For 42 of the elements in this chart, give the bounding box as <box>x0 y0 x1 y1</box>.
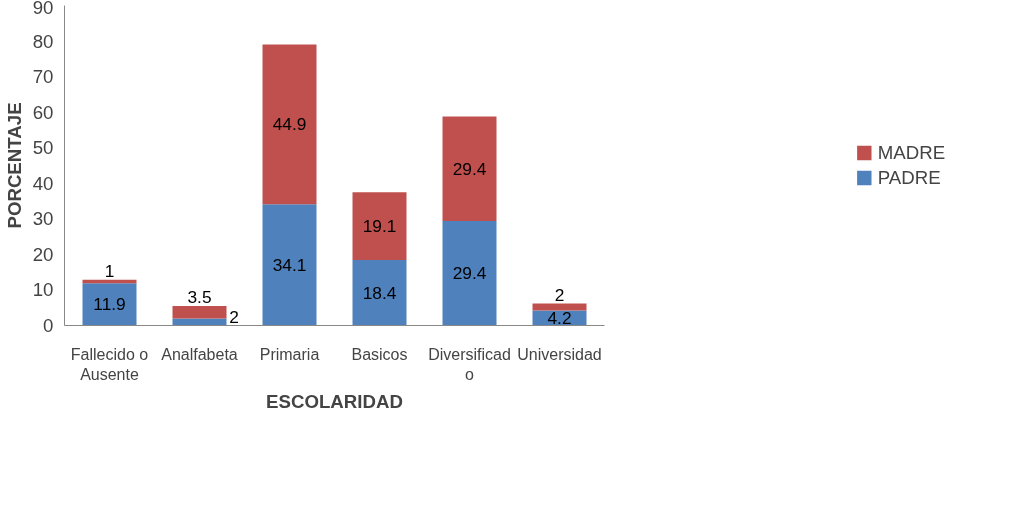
x-tick-label: Universidad <box>517 345 602 363</box>
x-tick-label: Fallecido o Ausente <box>70 345 149 383</box>
y-tick-label: 80 <box>32 30 54 52</box>
data-label: 34.1 <box>272 254 307 275</box>
data-label: 29.4 <box>452 263 487 284</box>
bar <box>352 260 407 326</box>
bar <box>262 44 317 205</box>
y-tick-label: 10 <box>32 279 54 301</box>
bar <box>172 305 227 319</box>
x-tick-label: Basicos <box>351 345 408 363</box>
x-axis-title: ESCOLARIDAD <box>266 390 403 412</box>
data-label: 29.4 <box>452 158 487 179</box>
y-tick-label: 40 <box>32 172 54 194</box>
y-tick-label: 70 <box>32 66 54 88</box>
y-axis-title: PORCENTAJE <box>3 102 25 229</box>
data-label: 2 <box>229 306 239 327</box>
bar <box>262 204 317 326</box>
x-tick-label: Primaria <box>259 345 320 363</box>
legend-label: MADRE <box>877 141 946 164</box>
y-tick-label: 60 <box>32 101 54 123</box>
data-label: 44.9 <box>272 114 307 135</box>
data-label: 3.5 <box>187 287 212 308</box>
data-label: 18.4 <box>362 282 397 303</box>
bar <box>82 283 137 326</box>
x-tick-label: Diversificado <box>428 345 511 383</box>
y-tick-label: 0 <box>43 315 54 336</box>
bar <box>532 303 587 311</box>
bar <box>442 116 497 221</box>
x-tick-label: Analfabeta <box>161 345 238 363</box>
bar <box>172 318 227 326</box>
data-label: 19.1 <box>362 216 397 237</box>
data-label: 11.9 <box>93 294 126 315</box>
y-tick-label: 90 <box>32 0 54 18</box>
data-label: 2 <box>554 284 565 305</box>
y-tick-label: 20 <box>32 243 54 265</box>
data-label: 1 <box>104 260 115 281</box>
bar <box>352 192 407 261</box>
y-tick-label: 30 <box>32 208 54 230</box>
y-tick-label: 50 <box>32 137 54 159</box>
legend-label: PADRE <box>877 166 941 189</box>
bar <box>442 220 497 326</box>
data-label: 4.2 <box>547 308 572 329</box>
